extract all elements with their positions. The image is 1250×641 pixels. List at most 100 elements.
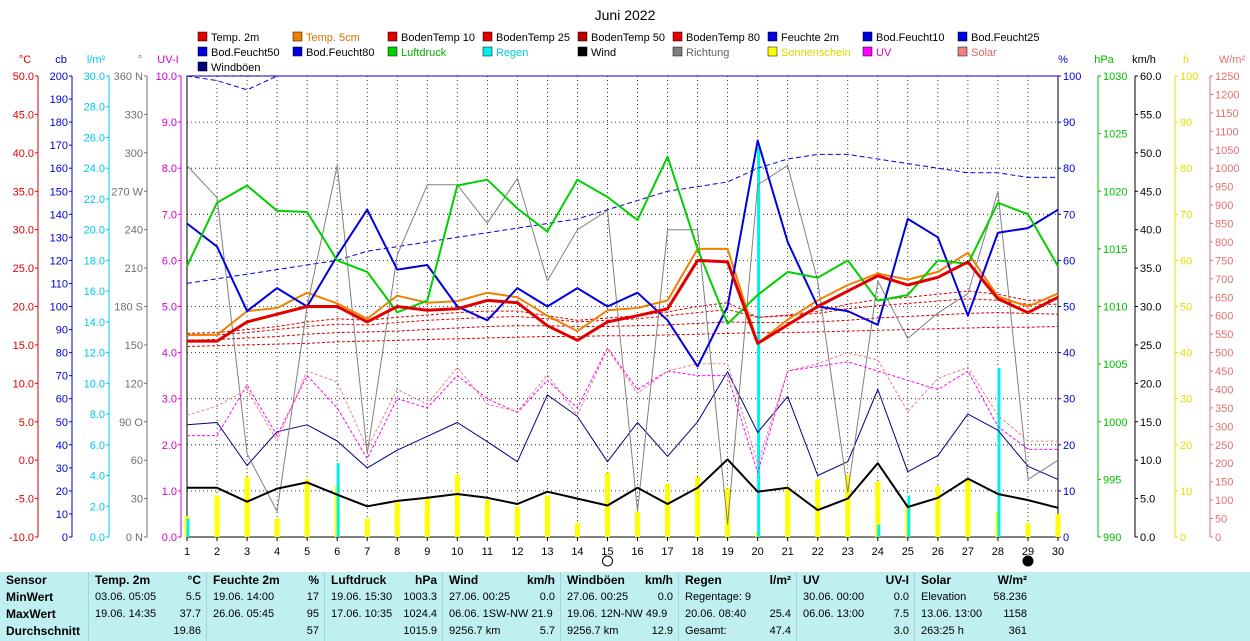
stats-header: Wind (449, 573, 479, 587)
legend-swatch (672, 31, 683, 42)
axis-tick-label: 30.0 (84, 71, 105, 83)
axis-tick-label: 0 (1180, 532, 1186, 544)
axis-tick-label: -5.0 (15, 494, 34, 506)
axis-tick-label: 360 N (114, 71, 143, 83)
axis-unit: hPa (1094, 54, 1114, 66)
axis-tick-label: 1025 (1103, 129, 1127, 141)
axis-tick-label: 2.0 (90, 501, 105, 513)
axis-tick-label: 50 (1180, 302, 1192, 314)
legend-swatch (577, 46, 588, 57)
stats-row: 27.06. 00:25 0.0 (561, 589, 679, 606)
axis-tick-label: 28.0 (84, 102, 105, 114)
sunshine-bar (274, 518, 280, 537)
axis-tick-label: 600 (1215, 311, 1233, 323)
stats-cell-label: 19.06. 14:00 (213, 591, 275, 603)
axis-tick-label: 20 (1180, 440, 1192, 452)
axis-tick-label: 60 (131, 455, 143, 467)
stats-column: Solar W/m² Elevation 58.236 13.06. 13:00 1158… (914, 572, 1033, 641)
rain-bar (877, 524, 881, 537)
stats-row: 17.06. 10:35 1024.4 (325, 606, 443, 623)
series-line-uv (187, 347, 1058, 473)
axis-tick-label: 35.0 (13, 186, 34, 198)
axis-tick-label: 24.0 (84, 163, 105, 175)
stats-cell-label: 19.06. 14:35 (95, 608, 157, 620)
axis-tick-label: 40 (56, 440, 68, 452)
stats-cell-value: 47.4 (769, 625, 791, 637)
axis-tick-label: 25.0 (1140, 340, 1161, 352)
legend-label: Temp. 5cm (306, 32, 360, 44)
x-tick-label: 7 (364, 546, 370, 558)
stats-cell-label: Durchschnitt (6, 624, 81, 638)
stats-column: Sensor MinWert MaxWert Durchschnitt (0, 572, 88, 641)
axis-tick-label: 150 (50, 186, 68, 198)
axis-tick-label: 30 (1063, 394, 1075, 406)
series-line-wind (187, 458, 1059, 512)
axis-tick-label: 180 S (114, 302, 143, 314)
axis-tick-label: 110 (50, 278, 68, 290)
x-tick-label: 12 (511, 546, 523, 558)
x-tick-label: 1 (184, 546, 190, 558)
stats-cell-label: 9256.7 km (449, 625, 501, 637)
legend-swatch (482, 46, 493, 57)
stats-header: Regen (685, 573, 722, 587)
axis-tick-label: 80 (1063, 163, 1075, 175)
stats-row: 1015.9 (325, 623, 443, 640)
stats-unit: km/h (644, 573, 673, 587)
legend-label: Solar (971, 47, 997, 59)
axis-tick-label: 0.0 (1140, 532, 1155, 544)
stats-row: 19.06. 12N-NW 49.9 (561, 606, 679, 623)
stats-row: 19.06. 14:00 17 (207, 589, 325, 606)
x-tick-label: 26 (932, 546, 944, 558)
legend-swatch (767, 31, 778, 42)
x-tick-label: 10 (451, 546, 463, 558)
axis-tick-label: 1020 (1103, 186, 1127, 198)
stats-header: Luftdruck (331, 573, 387, 587)
axis-tick-label: 40.0 (1140, 225, 1161, 237)
axis-tick-label: 50 (1063, 302, 1075, 314)
stats-cell-label: 27.06. 00:25 (449, 591, 511, 603)
axis-tick-label: 0 (1215, 532, 1221, 544)
axis-tick-label: 15.0 (13, 340, 34, 352)
legend-label: BodenTemp 25 (496, 32, 570, 44)
axis-tick-label: 30 (56, 463, 68, 475)
axis-tick-label: 20.0 (84, 225, 105, 237)
stats-cell-value: 5.7 (539, 625, 555, 637)
x-tick-label: 16 (631, 546, 643, 558)
axis-tick-label: 400 (1215, 384, 1233, 396)
axis-tick-label: 70 (1180, 209, 1192, 221)
axis-tick-label: 1.0 (162, 486, 177, 498)
axis-tick-label: 1150 (1215, 108, 1239, 120)
x-tick-label: 6 (334, 546, 340, 558)
axis-tick-label: 210 (125, 263, 143, 275)
stats-row: 19.06. 14:35 37.7 (89, 606, 207, 623)
axis-tick-label: 270 W (111, 186, 143, 198)
axis-tick-label: 10 (56, 509, 68, 521)
legend-label: Sonnenschein (781, 47, 851, 59)
legend-swatch (197, 46, 208, 57)
stats-column: Wind km/h 27.06. 00:25 0.0 06.06. 1SW-NW 21.… (442, 572, 561, 641)
x-tick-label: 23 (842, 546, 854, 558)
stats-cell-label: Elevation (921, 591, 967, 603)
rain-bar (997, 367, 1001, 537)
sunshine-bar (785, 486, 791, 537)
stats-cell-value: 3.0 (893, 625, 909, 637)
x-tick-label: 30 (1052, 546, 1064, 558)
axis-tick-label: 50 (56, 417, 68, 429)
axis-tick-label: 120 (50, 255, 68, 267)
legend-swatch (197, 61, 208, 72)
legend-label: Bod.Feucht25 (971, 32, 1040, 44)
series-line-temp-2m (187, 258, 1059, 345)
full-moon-icon (601, 555, 613, 567)
stats-cell-label: 19.06. 12N-NW 49.9 (567, 608, 668, 620)
sunshine-bar (695, 477, 701, 537)
stats-cell-value: 0.0 (539, 591, 555, 603)
axis-tick-label: 30 (131, 494, 143, 506)
stats-row: 13.06. 13:00 1158 (915, 606, 1033, 623)
axis-unit: km/h (1132, 54, 1156, 66)
stats-row: MinWert (0, 589, 88, 606)
legend-swatch (197, 31, 208, 42)
stats-column: Feuchte 2m% 19.06. 14:00 17 26.06. 05:45 95 5… (206, 572, 325, 641)
sunshine-bar (454, 474, 460, 537)
sunshine-bar (214, 495, 220, 537)
axis-tick-label: 160 (50, 163, 68, 175)
